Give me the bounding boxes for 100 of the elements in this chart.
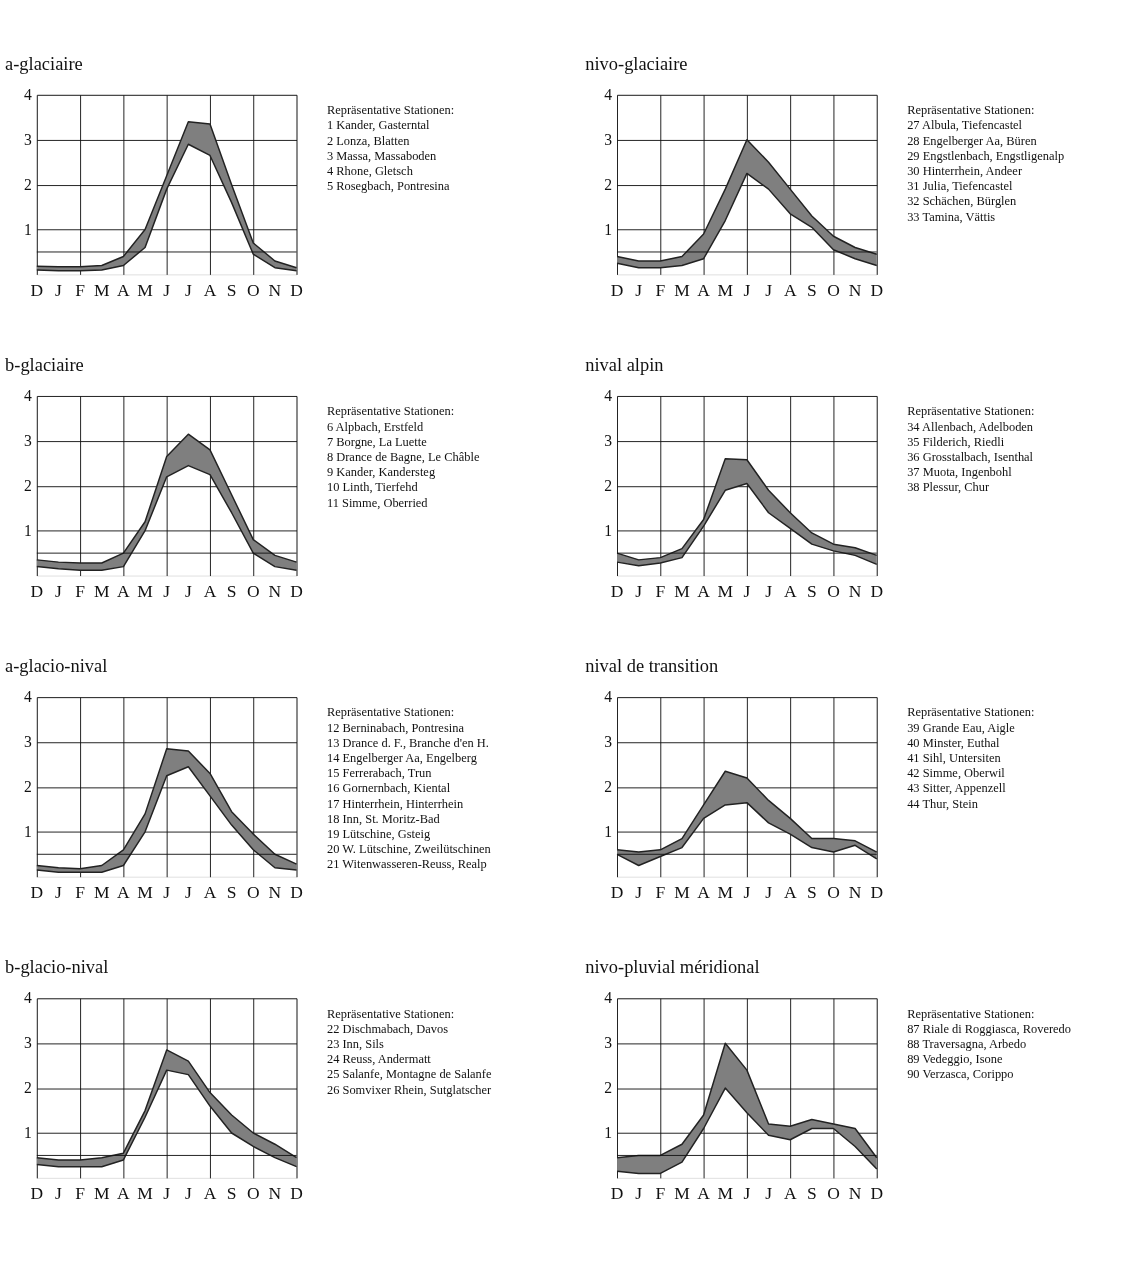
y-tick-label: 2 xyxy=(23,175,32,193)
text: 7 Borgne, La Luette xyxy=(326,434,428,449)
x-tick-label: S xyxy=(226,1183,237,1204)
x-tick-label: J xyxy=(163,881,171,902)
text: Repräsentative Stationen: xyxy=(907,1006,1035,1021)
text: 22 Dischmabach, Davos xyxy=(326,1021,449,1036)
text: 4 Rhone, Gletsch xyxy=(326,163,414,178)
x-tick-label: S xyxy=(226,580,237,601)
x-tick-label: A xyxy=(697,1183,711,1204)
y-tick-label: 1 xyxy=(604,1124,612,1142)
x-tick-label: A xyxy=(117,279,131,300)
x-tick-label: A xyxy=(697,580,711,601)
x-tick-label: J xyxy=(635,580,643,601)
text: 3 Massa, Massaboden xyxy=(326,148,438,163)
x-tick-label: M xyxy=(674,881,691,902)
x-tick-label: J xyxy=(765,279,773,300)
x-tick-label: O xyxy=(827,1183,840,1204)
y-tick-label: 1 xyxy=(604,521,612,539)
y-tick-label: 4 xyxy=(604,688,613,706)
line-series xyxy=(616,801,878,867)
x-tick-label: D xyxy=(610,580,624,601)
x-tick-label: M xyxy=(674,580,691,601)
x-tick-label: N xyxy=(848,881,862,902)
text: 37 Muota, Ingenbohl xyxy=(907,465,1013,480)
x-tick-label: N xyxy=(268,881,282,902)
y-tick-label: 4 xyxy=(23,387,32,405)
text: Repräsentative Stationen: xyxy=(326,1006,455,1021)
x-tick-label: A xyxy=(117,1183,131,1204)
x-tick-label: O xyxy=(827,881,840,902)
y-tick-label: 3 xyxy=(604,1034,613,1052)
text: Repräsentative Stationen: xyxy=(907,705,1035,720)
x-tick-label: D xyxy=(290,881,303,902)
text: 18 Inn, St. Moritz-Bad xyxy=(326,811,441,826)
text: Repräsentative Stationen: xyxy=(907,103,1035,118)
x-tick-label: M xyxy=(93,279,110,300)
chart-title: b-glaciaire xyxy=(5,355,84,376)
y-tick-label: 3 xyxy=(604,130,613,148)
text: 19 Lütschine, Gsteig xyxy=(326,827,431,842)
text: 90 Verzasca, Corippo xyxy=(907,1067,1014,1082)
text: 43 Sitter, Appenzell xyxy=(907,781,1007,796)
text: 26 Somvixer Rhein, Sutglatscher xyxy=(326,1082,493,1097)
x-tick-label: N xyxy=(268,1183,282,1204)
x-tick-label: F xyxy=(655,580,666,601)
x-tick-label: J xyxy=(743,580,751,601)
x-tick-label: A xyxy=(783,279,797,300)
text: 87 Riale di Roggiasca, Roveredo xyxy=(907,1021,1072,1036)
x-tick-label: D xyxy=(30,279,44,300)
x-tick-label: O xyxy=(246,580,260,601)
text: 13 Drance d. F., Branche d'en H. xyxy=(326,735,489,750)
x-tick-label: D xyxy=(870,279,884,300)
text: 38 Plessur, Chur xyxy=(907,480,990,495)
text: 34 Allenbach, Adelboden xyxy=(907,419,1034,434)
line-series xyxy=(616,770,878,853)
x-tick-label: D xyxy=(30,580,44,601)
x-tick-label: O xyxy=(246,279,260,300)
y-tick-label: 4 xyxy=(604,989,613,1007)
x-tick-label: D xyxy=(610,881,624,902)
chart-title: a-glacio-nival xyxy=(5,656,108,677)
text: 23 Inn, Sils xyxy=(326,1037,385,1052)
x-tick-label: D xyxy=(870,1183,884,1204)
text: 12 Berninabach, Pontresina xyxy=(326,720,465,735)
line-series xyxy=(36,464,298,571)
x-tick-label: A xyxy=(783,580,797,601)
x-tick-label: S xyxy=(806,279,817,300)
text: 35 Filderich, Riedli xyxy=(907,434,1005,449)
text: 27 Albula, Tiefencastel xyxy=(907,118,1023,133)
x-tick-label: S xyxy=(806,580,817,601)
x-tick-label: J xyxy=(743,1183,751,1204)
x-tick-label: A xyxy=(117,580,131,601)
x-tick-label: D xyxy=(290,279,303,300)
x-tick-label: F xyxy=(655,1183,666,1204)
x-tick-label: D xyxy=(610,279,624,300)
x-tick-label: J xyxy=(55,580,63,601)
y-tick-label: 2 xyxy=(604,1079,612,1097)
y-tick-label: 1 xyxy=(23,1124,32,1142)
text: 6 Alpbach, Erstfeld xyxy=(326,419,424,434)
y-tick-label: 3 xyxy=(23,431,32,449)
text: 1 Kander, Gasterntal xyxy=(326,118,431,133)
x-tick-label: F xyxy=(75,881,86,902)
x-tick-label: A xyxy=(783,1183,797,1204)
x-tick-label: M xyxy=(93,580,110,601)
x-tick-label: J xyxy=(184,580,192,601)
y-tick-label: 3 xyxy=(23,130,32,148)
x-tick-label: D xyxy=(290,1183,303,1204)
x-tick-label: M xyxy=(674,279,691,300)
x-tick-label: D xyxy=(870,580,884,601)
x-tick-label: F xyxy=(655,881,666,902)
x-tick-label: J xyxy=(184,881,192,902)
x-tick-label: J xyxy=(635,1183,643,1204)
x-tick-label: M xyxy=(717,881,734,902)
x-tick-label: F xyxy=(75,580,86,601)
text: 40 Minster, Euthal xyxy=(907,735,1001,750)
y-tick-label: 2 xyxy=(604,175,612,193)
x-tick-label: N xyxy=(268,580,282,601)
y-tick-label: 4 xyxy=(23,989,32,1007)
text: 42 Simme, Oberwil xyxy=(907,766,1006,781)
x-tick-label: J xyxy=(765,580,773,601)
x-tick-label: J xyxy=(163,1183,171,1204)
x-tick-label: A xyxy=(203,1183,217,1204)
text: 9 Kander, Kandersteg xyxy=(326,465,436,480)
